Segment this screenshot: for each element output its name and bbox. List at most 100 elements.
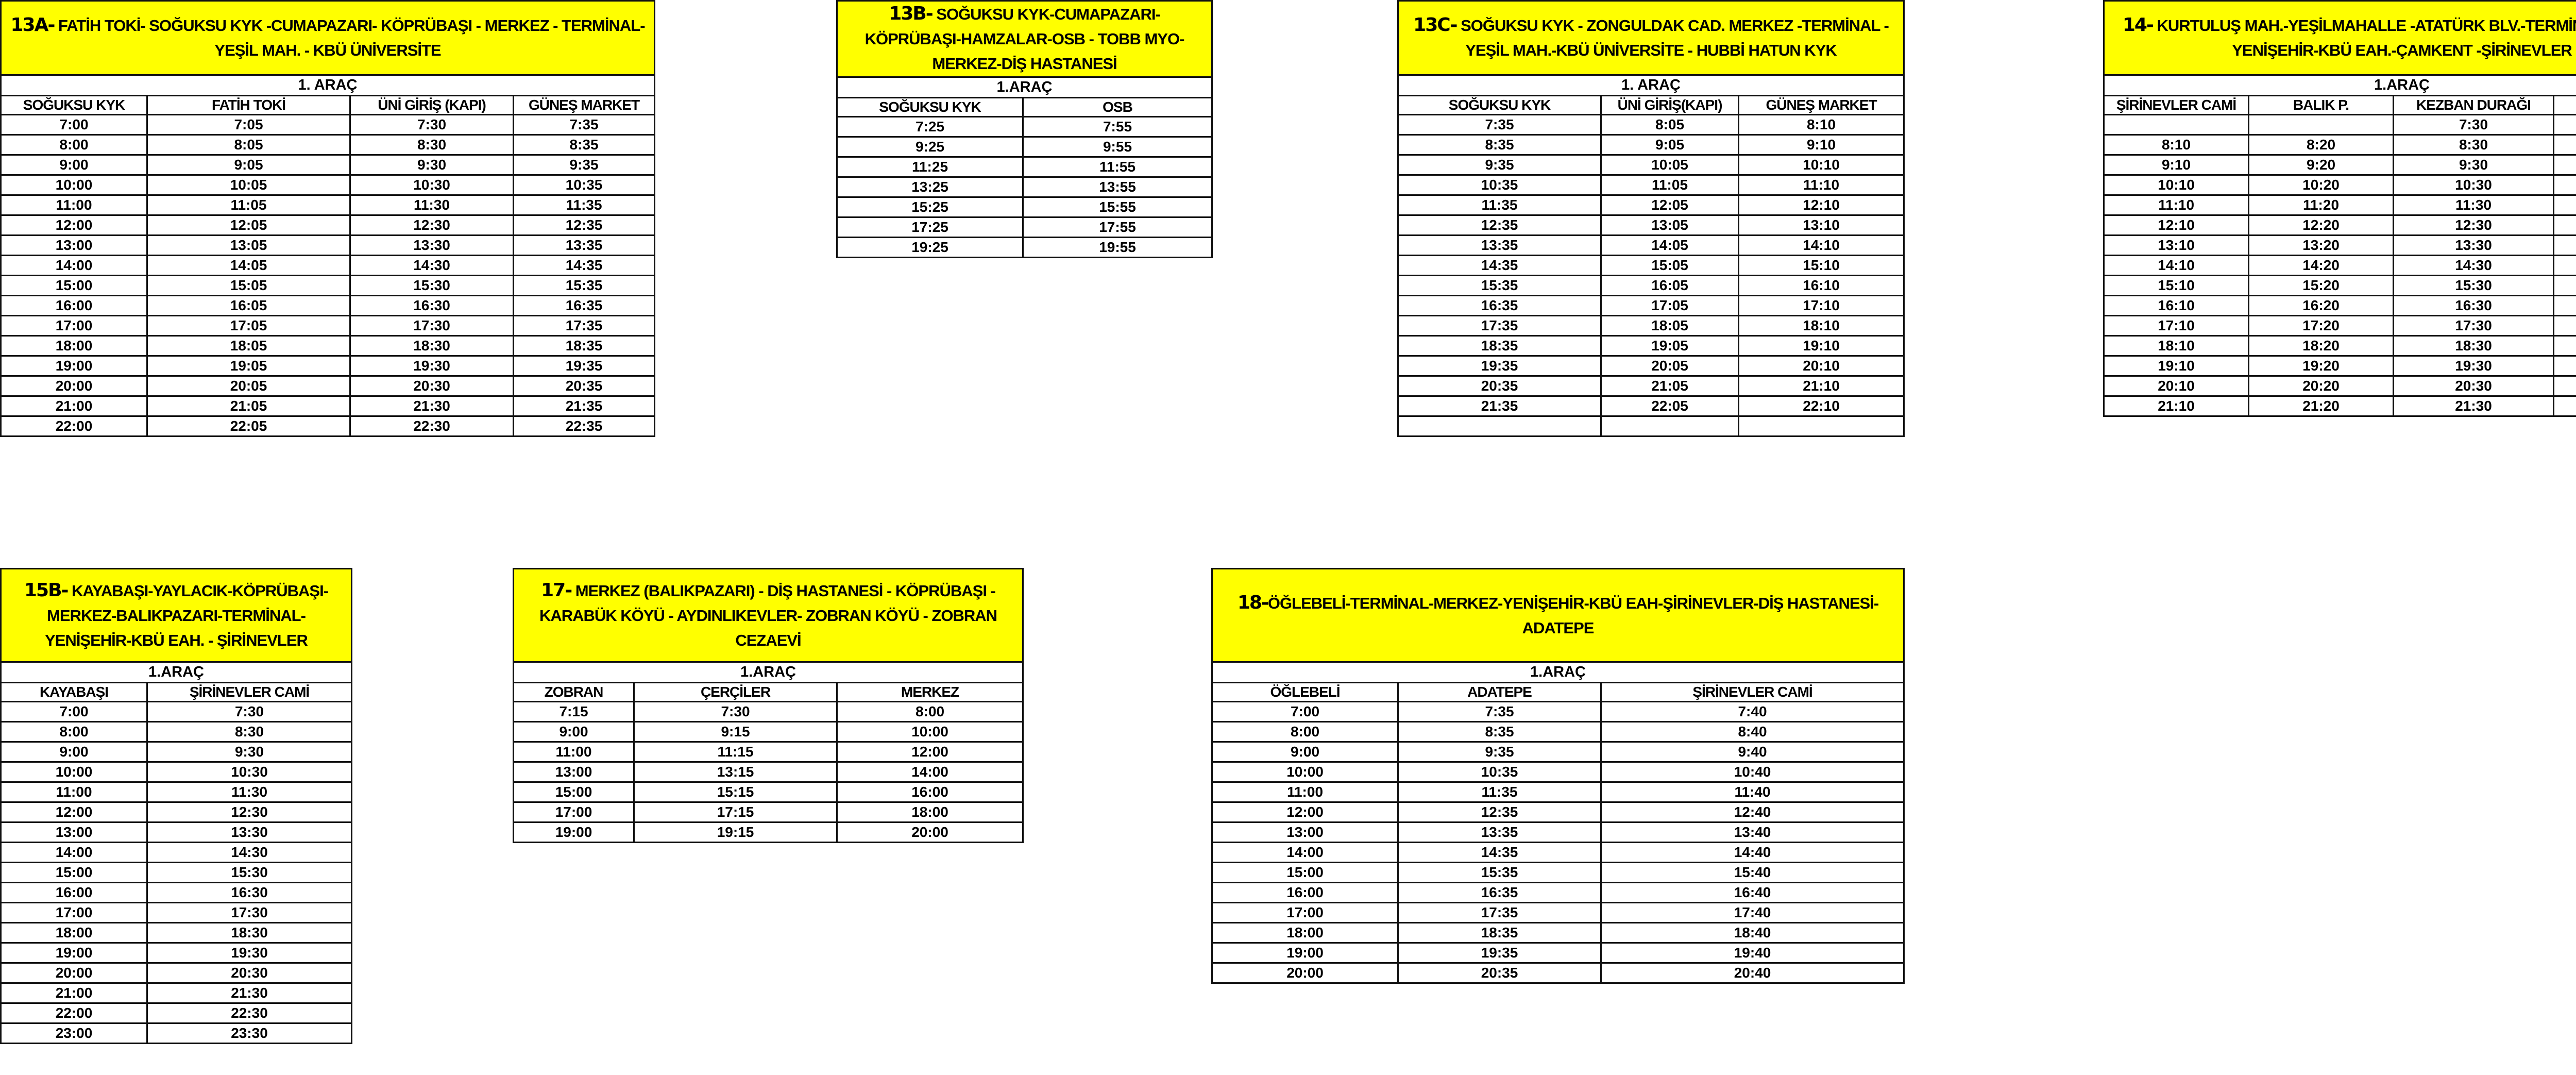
time-cell: 20:30 — [349, 375, 514, 397]
time-cell: 16:30 — [2393, 295, 2554, 316]
vehicle-label: 1.ARAÇ — [2103, 74, 2576, 96]
table-row: 16:35 17:05 17:10 — [1397, 295, 1905, 316]
time-cell: 17:10 — [2103, 315, 2249, 337]
column-header: ÖĞLEBELİ — [1211, 682, 1399, 702]
time-cell: 10:30 — [349, 174, 514, 196]
time-cell: 7:35 — [1397, 701, 1602, 723]
time-cell: 19:55 — [1022, 237, 1213, 258]
time-cell: 13:05 — [146, 234, 351, 256]
column-header: OSB — [1022, 97, 1213, 117]
time-cell: 8:20 — [2248, 134, 2394, 156]
route-title: 15B- KAYABAŞI-YAYLACIK-KÖPRÜBAŞI-MERKEZ-… — [0, 568, 353, 663]
time-cell: 10:30 — [146, 761, 353, 783]
time-cell: 11:30 — [2393, 194, 2554, 216]
time-cell: 13:30 — [146, 821, 353, 843]
vehicle-label: 1. ARAÇ — [1397, 74, 1905, 96]
table-row: 17:00 17:30 — [0, 902, 353, 923]
table-row: 20:00 20:30 — [0, 962, 353, 984]
time-cell: 10:05 — [1600, 154, 1739, 176]
column-header: BALIK P. — [2248, 95, 2394, 115]
time-cell: 7:25 — [836, 116, 1024, 138]
time-cell: 10:35 — [1397, 174, 1602, 196]
time-cell: 12:05 — [1600, 194, 1739, 216]
time-cell: 9:30 — [2393, 154, 2554, 176]
time-cell: 20:00 — [0, 375, 148, 397]
time-cell: 15:30 — [2393, 275, 2554, 296]
header-row: SOĞUKSU KYK FATİH TOKİ ÜNİ GİRİŞ (KAPI) GÜN… — [0, 95, 656, 115]
column-header: ÜNİ GİRİŞ(KAPI) — [1600, 95, 1739, 115]
table-row: 10:00 10:05 10:30 10:35 — [0, 174, 656, 196]
time-cell: 13:35 — [1397, 234, 1602, 256]
table-row: 17:00 17:15 18:00 — [513, 801, 1024, 823]
time-cell: 17:30 — [146, 902, 353, 923]
time-cell: 11:30 — [146, 781, 353, 803]
time-cell: 19:00 — [1211, 942, 1399, 964]
time-cell: 15:35 — [1397, 275, 1602, 296]
time-cell: 17:15 — [633, 801, 838, 823]
time-cell: 20:00 — [836, 821, 1024, 843]
time-cell: 7:40 — [1600, 701, 1905, 723]
time-cell: 20:40 — [1600, 962, 1905, 984]
time-cell: 20:05 — [146, 375, 351, 397]
time-cell: 22:35 — [512, 415, 656, 437]
table-row: 7:00 7:35 7:40 — [1211, 701, 1905, 723]
time-cell: 12:00 — [0, 214, 148, 236]
route-title: 13A- FATİH TOKİ- SOĞUKSU KYK -CUMAPAZARI… — [0, 0, 656, 76]
table-row: 23:00 23:30 — [0, 1022, 353, 1044]
time-cell: 18:35 — [1397, 335, 1602, 357]
table-row: 22:00 22:05 22:30 22:35 — [0, 415, 656, 437]
time-cell: 19:40 — [1600, 942, 1905, 964]
route-title: 14- KURTULUŞ MAH.-YEŞİLMAHALLE -ATATÜRK … — [2103, 0, 2576, 76]
header-row: SOĞUKSU KYK OSB — [836, 97, 1213, 117]
table-row: 18:00 18:30 — [0, 922, 353, 944]
table-row: 7:15 7:30 8:00 — [513, 701, 1024, 723]
time-cell: 20:35 — [512, 375, 656, 397]
time-cell: 9:10 — [2103, 154, 2249, 176]
table-row: 20:00 20:05 20:30 20:35 — [0, 375, 656, 397]
time-cell: 9:00 — [1211, 741, 1399, 763]
column-header: FATİH TOKİ — [146, 95, 351, 115]
time-cell: 19:40 — [2552, 355, 2576, 377]
table-row: 19:35 20:05 20:10 — [1397, 355, 1905, 377]
time-cell: 9:00 — [513, 721, 635, 743]
time-cell: 18:40 — [1600, 922, 1905, 944]
time-cell: 21:05 — [1600, 375, 1739, 397]
time-cell: 16:00 — [0, 882, 148, 903]
time-cell: 14:05 — [1600, 234, 1739, 256]
time-cell: 8:30 — [146, 721, 353, 743]
table-row: 9:35 10:05 10:10 — [1397, 154, 1905, 176]
time-cell: 17:00 — [0, 315, 148, 337]
time-cell: 20:40 — [2552, 375, 2576, 397]
time-cell: 18:00 — [1211, 922, 1399, 944]
time-cell: 7:30 — [146, 701, 353, 723]
time-cell: 19:10 — [2103, 355, 2249, 377]
time-cell: 8:00 — [836, 701, 1024, 723]
time-cell: 18:10 — [2103, 335, 2249, 357]
table-row: 19:00 19:05 19:30 19:35 — [0, 355, 656, 377]
table-row: 8:00 8:05 8:30 8:35 — [0, 134, 656, 156]
column-header: ŞİRİNEVLER CAMİ — [146, 682, 353, 702]
time-cell: 9:20 — [2248, 154, 2394, 176]
vehicle-label: 1.ARAÇ — [0, 661, 353, 683]
time-cell: 14:05 — [146, 255, 351, 276]
time-cell: 8:35 — [512, 134, 656, 156]
column-header: ADATEPE — [1397, 682, 1602, 702]
time-cell: 7:05 — [146, 114, 351, 136]
time-cell: 16:00 — [1211, 882, 1399, 903]
time-cell: 9:00 — [0, 154, 148, 176]
time-cell: 17:00 — [1211, 902, 1399, 923]
time-cell: 21:35 — [1397, 395, 1602, 417]
time-cell: 13:40 — [1600, 821, 1905, 843]
time-cell: 16:35 — [512, 295, 656, 316]
time-cell: 10:00 — [0, 761, 148, 783]
table-row: 21:00 21:05 21:30 21:35 — [0, 395, 656, 417]
time-cell: 16:10 — [1738, 275, 1905, 296]
table-row: 7:35 8:05 8:10 — [1397, 114, 1905, 136]
table-row: 18:35 19:05 19:10 — [1397, 335, 1905, 357]
time-cell: 11:00 — [513, 741, 635, 763]
table-row: 20:35 21:05 21:10 — [1397, 375, 1905, 397]
time-cell: 9:35 — [1397, 154, 1602, 176]
time-cell: 12:40 — [2552, 214, 2576, 236]
